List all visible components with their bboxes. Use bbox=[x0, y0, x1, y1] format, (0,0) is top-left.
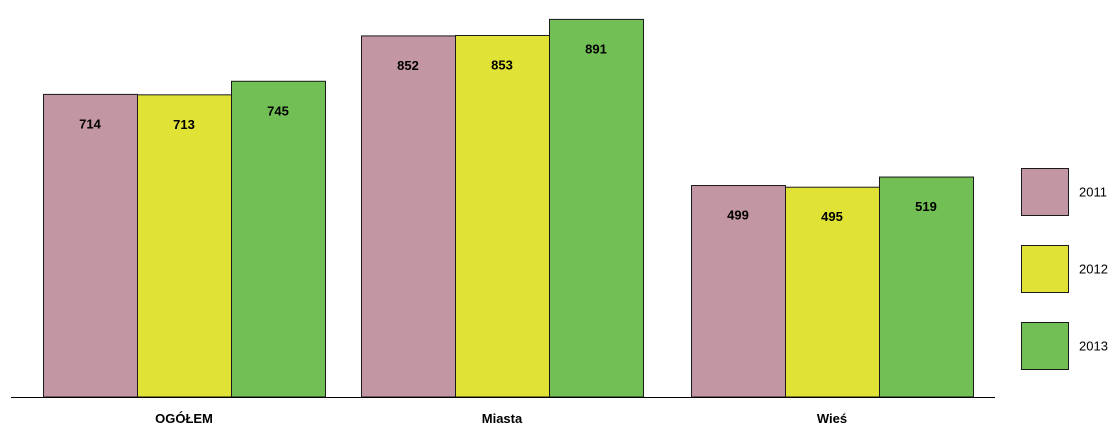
data-label-wies-2013: 519 bbox=[915, 199, 937, 214]
legend-label-2012: 2012 bbox=[1079, 262, 1108, 277]
legend-swatch-2012 bbox=[1021, 245, 1069, 293]
category-label-miasta: Miasta bbox=[482, 411, 523, 426]
data-label-miasta-2012: 853 bbox=[491, 57, 513, 72]
bar-ogolem-2012 bbox=[137, 94, 232, 398]
legend-swatch-2013 bbox=[1021, 322, 1069, 370]
category-labels-group: OGÓŁEM Miasta Wieś bbox=[155, 411, 847, 426]
bar-miasta-2011 bbox=[361, 35, 456, 398]
bar-miasta-2013 bbox=[549, 18, 644, 398]
bar-wies-2011 bbox=[691, 185, 786, 398]
category-label-ogolem: OGÓŁEM bbox=[155, 411, 213, 426]
data-label-ogolem-2011: 714 bbox=[79, 116, 101, 131]
bar-miasta-2012 bbox=[455, 34, 550, 398]
bar-wies-2013 bbox=[879, 176, 974, 398]
bars-group bbox=[43, 18, 974, 398]
data-label-ogolem-2013: 745 bbox=[267, 103, 289, 118]
data-labels-group: 714 713 745 852 853 891 499 495 519 bbox=[79, 41, 937, 224]
category-label-wies: Wieś bbox=[817, 411, 847, 426]
bar-wies-2012 bbox=[785, 186, 880, 398]
bar-ogolem-2013 bbox=[231, 80, 326, 398]
legend-label-2013: 2013 bbox=[1079, 339, 1108, 354]
data-label-wies-2012: 495 bbox=[821, 209, 843, 224]
data-label-wies-2011: 499 bbox=[727, 208, 749, 223]
data-label-ogolem-2012: 713 bbox=[173, 117, 195, 132]
data-label-miasta-2013: 891 bbox=[585, 41, 607, 56]
legend: 2011 2012 2013 bbox=[1021, 168, 1108, 370]
data-label-miasta-2011: 852 bbox=[397, 58, 419, 73]
legend-label-2011: 2011 bbox=[1079, 185, 1107, 200]
legend-swatch-2011 bbox=[1021, 168, 1069, 216]
bar-ogolem-2011 bbox=[43, 93, 138, 398]
